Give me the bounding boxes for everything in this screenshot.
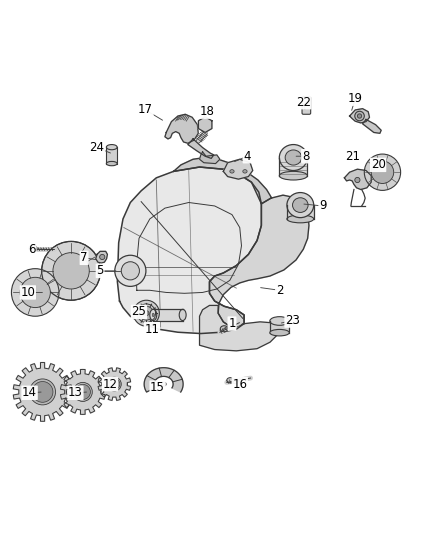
Ellipse shape xyxy=(287,215,314,223)
Text: 22: 22 xyxy=(296,95,311,109)
Polygon shape xyxy=(200,305,279,351)
Text: 17: 17 xyxy=(138,103,153,116)
FancyBboxPatch shape xyxy=(302,96,311,114)
Polygon shape xyxy=(350,109,370,123)
Ellipse shape xyxy=(293,198,308,213)
Text: 19: 19 xyxy=(348,92,363,105)
Text: 11: 11 xyxy=(145,322,159,336)
Ellipse shape xyxy=(279,172,307,180)
Ellipse shape xyxy=(355,111,364,121)
Ellipse shape xyxy=(53,253,89,289)
Ellipse shape xyxy=(115,255,146,286)
Text: 14: 14 xyxy=(22,386,37,399)
Ellipse shape xyxy=(150,309,157,320)
Text: 25: 25 xyxy=(131,305,146,318)
Polygon shape xyxy=(165,114,198,143)
Ellipse shape xyxy=(230,169,234,173)
Text: 20: 20 xyxy=(371,158,385,172)
Ellipse shape xyxy=(106,144,117,150)
Polygon shape xyxy=(98,368,131,400)
Text: 1: 1 xyxy=(228,317,236,330)
Text: 4: 4 xyxy=(244,150,251,163)
Ellipse shape xyxy=(139,306,153,320)
Ellipse shape xyxy=(29,245,37,252)
Ellipse shape xyxy=(270,317,289,325)
Ellipse shape xyxy=(75,384,90,400)
Ellipse shape xyxy=(109,378,120,390)
Polygon shape xyxy=(200,152,220,164)
Ellipse shape xyxy=(227,378,234,383)
Text: 2: 2 xyxy=(276,284,283,297)
Ellipse shape xyxy=(20,277,50,308)
Text: 7: 7 xyxy=(80,252,88,264)
Polygon shape xyxy=(60,369,105,414)
FancyBboxPatch shape xyxy=(279,158,307,176)
Text: 23: 23 xyxy=(285,314,300,327)
Ellipse shape xyxy=(179,309,186,320)
Polygon shape xyxy=(144,368,183,392)
Text: 8: 8 xyxy=(302,150,309,163)
Polygon shape xyxy=(117,167,261,334)
Ellipse shape xyxy=(355,177,360,183)
Ellipse shape xyxy=(270,329,289,336)
Ellipse shape xyxy=(243,169,247,173)
Text: 18: 18 xyxy=(199,105,214,118)
Ellipse shape xyxy=(100,254,105,260)
Text: 21: 21 xyxy=(345,150,360,163)
Ellipse shape xyxy=(73,382,92,401)
Text: 16: 16 xyxy=(232,377,247,391)
Text: 24: 24 xyxy=(89,141,105,154)
Text: 6: 6 xyxy=(28,243,36,256)
Text: 13: 13 xyxy=(68,386,83,399)
Polygon shape xyxy=(96,252,107,263)
FancyBboxPatch shape xyxy=(270,321,289,333)
FancyBboxPatch shape xyxy=(106,147,117,164)
Ellipse shape xyxy=(42,241,100,300)
Text: 9: 9 xyxy=(319,199,327,213)
Text: 10: 10 xyxy=(21,286,35,299)
Ellipse shape xyxy=(161,382,166,386)
Ellipse shape xyxy=(11,269,59,316)
Ellipse shape xyxy=(371,161,394,183)
Ellipse shape xyxy=(121,262,139,280)
Polygon shape xyxy=(198,117,212,132)
Ellipse shape xyxy=(199,124,211,130)
Ellipse shape xyxy=(279,144,307,171)
Ellipse shape xyxy=(134,300,159,326)
Ellipse shape xyxy=(106,161,117,166)
Text: 15: 15 xyxy=(150,381,165,394)
Ellipse shape xyxy=(30,379,56,405)
Ellipse shape xyxy=(32,382,53,402)
Polygon shape xyxy=(363,119,381,133)
Text: 5: 5 xyxy=(96,264,104,277)
Polygon shape xyxy=(173,158,272,204)
Text: 12: 12 xyxy=(102,377,117,391)
Ellipse shape xyxy=(287,192,314,217)
Ellipse shape xyxy=(107,377,121,391)
Ellipse shape xyxy=(144,311,149,316)
Polygon shape xyxy=(13,362,72,421)
Polygon shape xyxy=(209,195,309,328)
FancyBboxPatch shape xyxy=(287,205,314,219)
Polygon shape xyxy=(344,169,371,190)
Ellipse shape xyxy=(285,150,302,165)
Ellipse shape xyxy=(357,114,362,118)
Ellipse shape xyxy=(152,313,154,317)
Ellipse shape xyxy=(220,326,228,332)
FancyBboxPatch shape xyxy=(153,309,183,320)
Polygon shape xyxy=(223,159,253,179)
Polygon shape xyxy=(188,139,214,158)
Ellipse shape xyxy=(364,154,401,190)
